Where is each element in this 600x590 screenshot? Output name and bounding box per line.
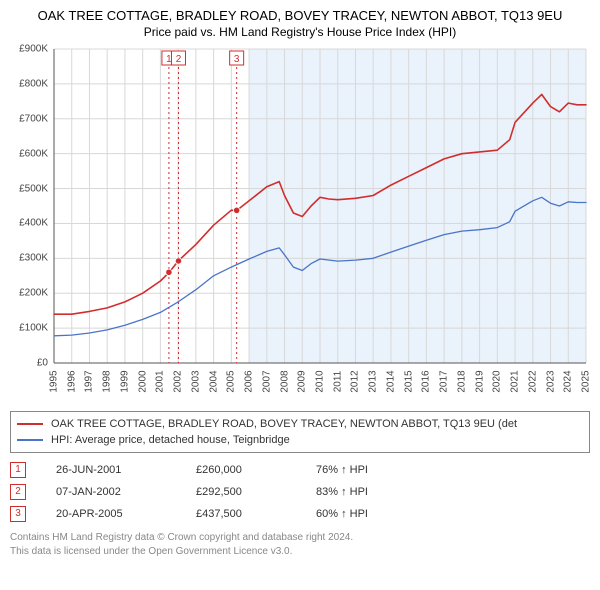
legend-swatch xyxy=(17,423,43,425)
x-axis-label: 2014 xyxy=(385,370,396,392)
y-axis-label: £900K xyxy=(19,44,48,55)
sale-marker-badge: 1 xyxy=(10,462,26,478)
sale-marker-badge: 2 xyxy=(10,484,26,500)
legend-item: OAK TREE COTTAGE, BRADLEY ROAD, BOVEY TR… xyxy=(17,416,583,432)
sale-date: 07-JAN-2002 xyxy=(56,486,196,498)
svg-text:3: 3 xyxy=(234,54,240,65)
x-axis-label: 2016 xyxy=(421,370,432,392)
chart-title: OAK TREE COTTAGE, BRADLEY ROAD, BOVEY TR… xyxy=(10,8,590,23)
x-axis-label: 1999 xyxy=(119,370,130,392)
sale-date: 20-APR-2005 xyxy=(56,508,196,520)
sale-price: £437,500 xyxy=(196,508,316,520)
x-axis-label: 2021 xyxy=(510,370,521,392)
sale-price: £292,500 xyxy=(196,486,316,498)
x-axis-label: 2001 xyxy=(155,370,166,392)
chart-container: OAK TREE COTTAGE, BRADLEY ROAD, BOVEY TR… xyxy=(0,0,600,564)
attribution-line-1: Contains HM Land Registry data © Crown c… xyxy=(10,531,590,545)
x-axis-label: 2005 xyxy=(226,370,237,392)
x-axis-label: 2007 xyxy=(261,370,272,392)
sale-row: 2 07-JAN-2002£292,50083% ↑ HPI xyxy=(10,481,590,503)
legend-item: HPI: Average price, detached house, Teig… xyxy=(17,432,583,448)
chart-area: 123 £0£100K£200K£300K£400K£500K£600K£700… xyxy=(10,45,590,405)
chart-svg: 123 xyxy=(10,45,590,405)
x-axis-label: 2000 xyxy=(137,370,148,392)
x-axis-label: 2013 xyxy=(368,370,379,392)
legend-label: OAK TREE COTTAGE, BRADLEY ROAD, BOVEY TR… xyxy=(51,418,517,430)
x-axis-label: 2002 xyxy=(173,370,184,392)
x-axis-label: 2019 xyxy=(474,370,485,392)
x-axis-label: 2025 xyxy=(581,370,592,392)
y-axis-label: £600K xyxy=(19,148,48,159)
x-axis-label: 2009 xyxy=(297,370,308,392)
sale-hpi: 60% ↑ HPI xyxy=(316,508,436,520)
legend-label: HPI: Average price, detached house, Teig… xyxy=(51,434,290,446)
svg-text:2: 2 xyxy=(176,54,182,65)
x-axis-label: 1997 xyxy=(84,370,95,392)
x-axis-label: 1996 xyxy=(66,370,77,392)
sale-hpi: 83% ↑ HPI xyxy=(316,486,436,498)
sale-price: £260,000 xyxy=(196,464,316,476)
x-axis-label: 1995 xyxy=(49,370,60,392)
x-axis-label: 2003 xyxy=(190,370,201,392)
x-axis-label: 2024 xyxy=(563,370,574,392)
sales-table: 1 26-JUN-2001£260,00076% ↑ HPI 2 07-JAN-200… xyxy=(10,459,590,525)
chart-subtitle: Price paid vs. HM Land Registry's House … xyxy=(10,25,590,39)
x-axis-label: 1998 xyxy=(102,370,113,392)
sale-row: 3 20-APR-2005£437,50060% ↑ HPI xyxy=(10,503,590,525)
x-axis-label: 2022 xyxy=(527,370,538,392)
x-axis-label: 2010 xyxy=(315,370,326,392)
x-axis-label: 2011 xyxy=(332,371,343,393)
x-axis-label: 2008 xyxy=(279,370,290,392)
y-axis-label: £400K xyxy=(19,218,48,229)
y-axis-label: £300K xyxy=(19,253,48,264)
legend-swatch xyxy=(17,439,43,441)
x-axis-label: 2023 xyxy=(545,370,556,392)
y-axis-label: £800K xyxy=(19,78,48,89)
legend: OAK TREE COTTAGE, BRADLEY ROAD, BOVEY TR… xyxy=(10,411,590,453)
x-axis-label: 2020 xyxy=(492,370,503,392)
x-axis-label: 2012 xyxy=(350,370,361,392)
x-axis-label: 2015 xyxy=(403,370,414,392)
x-axis-label: 2004 xyxy=(208,370,219,392)
y-axis-label: £0 xyxy=(37,358,48,369)
sale-date: 26-JUN-2001 xyxy=(56,464,196,476)
y-axis-label: £100K xyxy=(19,323,48,334)
y-axis-label: £700K xyxy=(19,113,48,124)
sale-row: 1 26-JUN-2001£260,00076% ↑ HPI xyxy=(10,459,590,481)
x-axis-label: 2006 xyxy=(244,370,255,392)
attribution-line-2: This data is licensed under the Open Gov… xyxy=(10,545,590,559)
x-axis-label: 2017 xyxy=(439,370,450,392)
y-axis-label: £200K xyxy=(19,288,48,299)
x-axis-label: 2018 xyxy=(456,370,467,392)
attribution: Contains HM Land Registry data © Crown c… xyxy=(10,531,590,558)
y-axis-label: £500K xyxy=(19,183,48,194)
sale-marker-badge: 3 xyxy=(10,506,26,522)
sale-hpi: 76% ↑ HPI xyxy=(316,464,436,476)
